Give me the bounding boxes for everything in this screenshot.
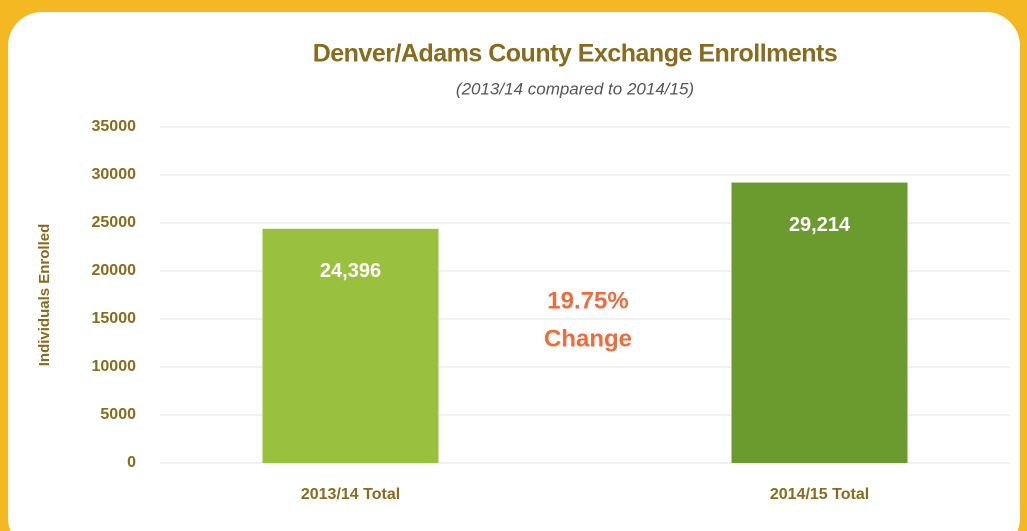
y-tick-label: 10000 bbox=[92, 358, 137, 375]
y-tick-label: 15000 bbox=[92, 310, 137, 327]
y-tick-label: 0 bbox=[127, 454, 136, 471]
value-label: 29,214 bbox=[789, 214, 851, 236]
value-label: 24,396 bbox=[320, 260, 381, 282]
chart-subtitle: (2013/14 compared to 2014/15) bbox=[456, 79, 694, 98]
y-tick-label: 35000 bbox=[92, 118, 137, 135]
y-tick-label: 5000 bbox=[100, 406, 136, 423]
chart-title: Denver/Adams County Exchange Enrollments bbox=[313, 40, 838, 68]
bar bbox=[262, 228, 439, 463]
x-tick-label: 2013/14 Total bbox=[301, 486, 400, 503]
annotation: 19.75% bbox=[547, 287, 628, 314]
bar bbox=[731, 182, 908, 463]
x-tick-label: 2014/15 Total bbox=[770, 486, 869, 503]
y-tick-label: 30000 bbox=[92, 166, 137, 183]
y-axis-label: Individuals Enrolled bbox=[36, 224, 53, 367]
y-tick-label: 25000 bbox=[92, 214, 137, 231]
y-tick-label: 20000 bbox=[92, 262, 137, 279]
annotation: Change bbox=[544, 325, 632, 352]
